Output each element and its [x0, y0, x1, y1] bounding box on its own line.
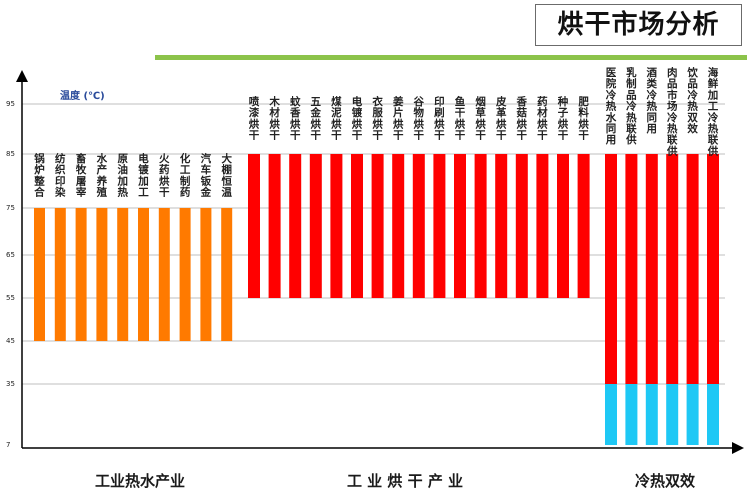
bar-label: 衣服烘干 [372, 95, 383, 142]
axes [16, 70, 744, 454]
bar [392, 154, 405, 298]
bar-cold-segment [645, 384, 658, 445]
y-tick-label: 35 [6, 380, 15, 388]
y-tick-labels: 7 35 45 55 65 75 85 95 [6, 100, 15, 449]
bar [96, 208, 108, 341]
group-label: 工 业 烘 干 产 业 [347, 472, 463, 490]
bar-label: 药材烘干 [536, 95, 548, 142]
y-tick-label: 95 [6, 100, 15, 108]
bar [536, 154, 549, 298]
bar-hot-segment [666, 154, 679, 384]
bar-label: 种子烘干 [557, 95, 569, 142]
bar [454, 154, 466, 298]
bar-label: 喷漆烘干 [249, 95, 260, 142]
bar [371, 154, 384, 298]
bar-label: 姜片烘干 [393, 95, 404, 142]
bar-labels: 锅炉整合纺织印染畜牧屠宰水产养殖原油加热电镀加工火药烘干化工制药汽车钣金大棚恒温… [33, 66, 719, 199]
bar-label: 烟草烘干 [475, 95, 486, 142]
bar [577, 154, 590, 298]
bar-label: 蚊香烘干 [289, 95, 301, 142]
bar-label: 香菇烘干 [516, 95, 528, 142]
bar [138, 208, 149, 341]
y-tick-label: 7 [6, 441, 10, 449]
bar [179, 208, 191, 341]
bar [289, 154, 302, 298]
bar-label: 饮品冷热双效 [686, 66, 698, 135]
bar [221, 208, 233, 341]
bar-cold-segment [605, 384, 617, 445]
group-labels: 工业热水产业 工 业 烘 干 产 业 冷热双效 [95, 472, 696, 490]
bar-hot-segment [605, 154, 617, 384]
bar-cold-segment [666, 384, 679, 445]
bar-label: 煤泥烘干 [331, 95, 342, 142]
title-rule [155, 55, 747, 60]
bar-label: 电镀烘干 [352, 95, 363, 142]
bar-hot-segment [625, 154, 638, 384]
bar [158, 208, 170, 341]
y-tick-label: 85 [6, 150, 15, 158]
bar-label: 大棚恒温 [221, 152, 232, 199]
bar-label: 印刷烘干 [434, 96, 445, 142]
bar [351, 154, 363, 298]
bar-label: 汽车钣金 [200, 152, 212, 199]
bar-hot-segment [645, 154, 658, 384]
bar-label: 医院冷热水同用 [605, 67, 617, 146]
bar [34, 208, 45, 341]
bar-label: 原油加热 [116, 153, 128, 199]
bar [309, 154, 322, 298]
bar-label: 肉品市场冷热联供 [666, 66, 678, 157]
bar-cold-segment [686, 384, 699, 445]
bar-label: 火药烘干 [159, 153, 170, 199]
bar [117, 208, 129, 341]
bar [474, 154, 487, 298]
bar-label: 谷物烘干 [414, 95, 425, 142]
bar-label: 五金烘干 [310, 96, 322, 142]
bar [75, 208, 87, 341]
bar [557, 154, 569, 298]
bar-label: 畜牧屠宰 [75, 152, 87, 199]
bar [54, 208, 66, 341]
group-label: 工业热水产业 [95, 472, 185, 490]
bar-label: 肥料烘干 [578, 96, 589, 142]
bar-label: 皮革烘干 [495, 95, 507, 142]
bar-hot-segment [686, 154, 699, 384]
bar-label: 化工制药 [180, 152, 191, 199]
bar [200, 208, 212, 341]
bar-label: 乳制品冷热联供 [625, 66, 637, 146]
bar [330, 154, 343, 298]
bar-label: 水产养殖 [96, 152, 108, 199]
bar-label: 鱼干烘干 [455, 95, 466, 142]
bar-label: 酒类冷热同用 [646, 66, 658, 135]
bar [515, 154, 528, 298]
bar-label: 纺织印染 [54, 152, 66, 199]
y-tick-label: 55 [6, 294, 15, 302]
bar [268, 154, 281, 298]
bar-label: 锅炉整合 [33, 152, 45, 199]
slide-title: 烘干市场分析 [535, 4, 742, 46]
bar-label: 电镀加工 [137, 152, 149, 199]
bar-label: 海鲜加工冷热联供 [707, 66, 719, 157]
y-tick-label: 75 [6, 204, 15, 212]
bar-cold-segment [707, 384, 719, 445]
y-axis-label: 温度 (℃) [60, 89, 105, 102]
bar-label: 木材烘干 [268, 95, 280, 142]
bar-cold-segment [625, 384, 638, 445]
bar [248, 154, 260, 298]
bar [495, 154, 508, 298]
bars [34, 154, 719, 445]
bar-hot-segment [707, 154, 719, 384]
y-tick-label: 65 [6, 251, 15, 259]
bar [412, 154, 425, 298]
bar [433, 154, 446, 298]
y-tick-label: 45 [6, 337, 15, 345]
group-label: 冷热双效 [635, 472, 696, 490]
